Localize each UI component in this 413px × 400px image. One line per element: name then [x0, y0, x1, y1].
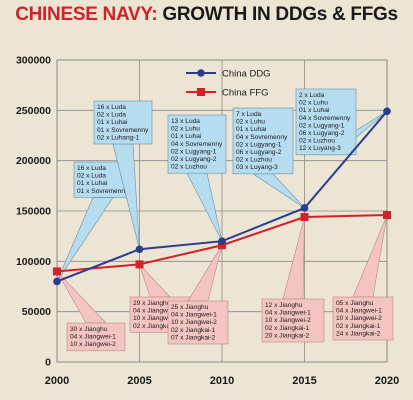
ddg-point — [53, 277, 61, 286]
callout-line: 01 x Luhai — [97, 119, 128, 126]
title-part-1: CHINESE NAVY: — [15, 4, 158, 25]
y-tick-label: 0 — [45, 357, 51, 369]
callout-line: 04 x Jiangwei-1 — [265, 310, 311, 317]
callout-line: 04 x Sovremenny — [171, 141, 223, 148]
ddg-point — [218, 237, 226, 245]
callout-line: 20 x Jiangkai-2 — [265, 332, 310, 339]
ddg-point — [135, 245, 144, 254]
callout-line: 10 x Jiangwei-2 — [336, 315, 382, 322]
callout-box — [93, 100, 153, 145]
callout-line: 02 x Jiangkai-1 — [133, 323, 178, 330]
callout-box — [232, 107, 294, 175]
callout-box — [295, 88, 357, 156]
callout-line: 02 x Jiangkai-1 — [336, 323, 381, 330]
callout-box — [261, 298, 325, 343]
callout-line: 02 x Luhu — [299, 100, 328, 107]
callout-line: 16 x Luda — [77, 165, 106, 172]
x-tick-label: 2010 — [210, 375, 234, 387]
y-tick-label: 200000 — [16, 155, 51, 167]
callout-line: 29 x Jianghu — [133, 300, 171, 307]
callout-pointer — [186, 172, 223, 242]
callout-line: 10 x Jiangwei-2 — [70, 341, 116, 348]
callout-line: 02 x Luzhou — [236, 157, 272, 164]
callout-line: 12 x Jianghu — [265, 302, 303, 309]
callout-line: 2 x Luda — [299, 92, 325, 99]
callout-pointer — [139, 264, 171, 298]
callout-line: 12 x Luyang-3 — [299, 145, 341, 152]
legend-label-ddg: China DDG — [222, 69, 271, 80]
y-tick-label: 250000 — [16, 105, 51, 117]
callout-line: 02 x Lugyang-1 — [171, 148, 217, 155]
y-tick-label: 100000 — [16, 256, 51, 268]
x-tick-label: 2000 — [45, 375, 69, 387]
callout-line: 04 x Jiangwei-1 — [70, 334, 116, 341]
title-part-2: GROWTH IN DDGs & FFGs — [157, 4, 398, 25]
callout-line: 13 x Luda — [171, 118, 200, 125]
callout-line: 04 x Sovremenny — [236, 134, 288, 141]
callout-line: 02 x Luzhou — [299, 138, 335, 145]
callout-box — [167, 114, 227, 174]
callout-line: 02 x Luzhou — [171, 164, 207, 171]
callout-line: 10 x Jiangwei-2 — [171, 319, 217, 326]
callout-line: 01 x Luhai — [299, 107, 330, 114]
callout-line: 04 x Jiangwei-1 — [133, 308, 179, 315]
callout-line: 25 x Jianghu — [171, 304, 209, 311]
callout-line: 02 x Jiangkai-1 — [171, 327, 216, 334]
callout-box — [66, 322, 126, 352]
callout-pointer — [282, 216, 305, 300]
callout-line: 02 x Luda — [97, 112, 126, 119]
callout-line: 24 x Jiangkai-2 — [336, 330, 381, 337]
legend-label-ffg: China FFG — [222, 88, 268, 99]
ddg-point — [300, 204, 309, 212]
ffg-point — [135, 260, 144, 269]
callout-line: 16 x Luda — [97, 104, 126, 111]
callout-pointer — [352, 214, 388, 298]
callout-line: 02 x Jiangkai-1 — [265, 325, 310, 332]
ffg-point — [383, 211, 391, 220]
callout-line: 30 x Jianghu — [70, 326, 108, 333]
legend-marker-ddg — [197, 69, 205, 77]
callout-line: 04 x Sovremenny — [299, 115, 351, 122]
x-tick-label: 2020 — [375, 375, 399, 387]
callout-line: 02 x Lugyang-1 — [236, 141, 282, 148]
callout-pointer — [187, 245, 223, 302]
callout-line: 01 x Sovremenny — [77, 188, 129, 195]
callout-box — [167, 300, 229, 345]
ddg-point — [383, 107, 391, 116]
y-tick-label: 150000 — [16, 206, 51, 218]
callout-line: 01 x Sovremenny — [97, 127, 149, 134]
callout-line: 02 x Lugyang-1 — [299, 122, 345, 129]
callout-line: 02 x Luhang-1 — [97, 134, 139, 141]
y-tick-label: 50000 — [22, 306, 51, 318]
callout-line: 7 x Luda — [236, 111, 262, 118]
callout-line: 06 x Lugyang-2 — [299, 130, 345, 137]
legend-marker-ffg — [197, 88, 205, 96]
callout-pointer — [252, 173, 305, 209]
callout-line: 02 x Lugyang-2 — [171, 156, 217, 163]
callout-line: 02 x Luhu — [171, 126, 200, 133]
callout-line: 04 x Jiangwei-1 — [171, 312, 217, 319]
chart-title: CHINESE NAVY: GROWTH IN DDGs & FFGs — [0, 4, 413, 26]
callout-line: 06 x Lugyang-2 — [236, 149, 282, 156]
callout-line: 02 x Luda — [77, 173, 106, 180]
callout-box — [332, 296, 394, 341]
ffg-point — [218, 241, 226, 250]
x-tick-label: 2015 — [292, 375, 316, 387]
x-tick-label: 2005 — [127, 375, 151, 387]
ffg-point — [300, 213, 309, 222]
callout-line: 02 x Luhu — [236, 119, 265, 126]
y-tick-label: 300000 — [16, 55, 51, 67]
callout-line: 10 x Jiangwei-2 — [265, 317, 311, 324]
callout-line: 01 x Luhai — [77, 180, 108, 187]
callout-line: 03 x Luyang-3 — [236, 164, 278, 171]
callout-line: 07 x Jiangkai-2 — [171, 334, 216, 341]
callout-line: 05 x Jianghu — [336, 300, 374, 307]
callout-line: 10 x Jiangwei-2 — [133, 315, 179, 322]
callout-line: 04 x Jiangwei-1 — [336, 308, 382, 315]
ffg-point — [53, 267, 61, 276]
callout-line: 01 x Luhai — [171, 133, 202, 140]
callout-line: 01 x Luhai — [236, 126, 267, 133]
